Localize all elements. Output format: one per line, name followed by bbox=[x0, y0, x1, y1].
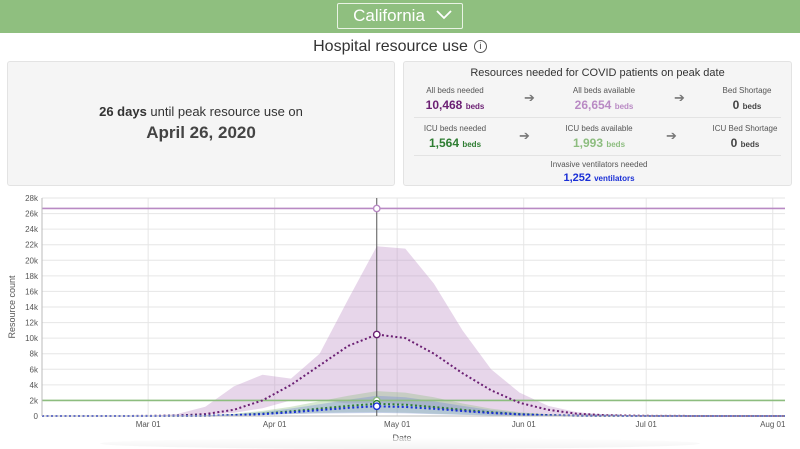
days-until-peak: 26 days bbox=[99, 104, 147, 119]
icu-bed-shortage-unit: beds bbox=[740, 140, 760, 149]
bed-shortage-value: 0 bbox=[732, 98, 740, 112]
x-tick-label: Mar 01 bbox=[136, 420, 161, 429]
days-until-peak-text: until peak resource use on bbox=[146, 104, 303, 119]
resources-card: Resources needed for COVID patients on p… bbox=[403, 61, 792, 186]
icu-bed-shortage-value: 0 bbox=[730, 136, 738, 150]
peak-summary-card: 26 days until peak resource use on April… bbox=[7, 61, 395, 186]
arrow-right-icon: ➔ bbox=[519, 128, 530, 143]
x-tick-label: Aug 01 bbox=[760, 420, 786, 429]
confidence-band bbox=[42, 246, 785, 416]
ventilators-needed-unit: ventilators bbox=[594, 174, 635, 183]
state-select-label: California bbox=[353, 6, 425, 25]
icu-beds-available-label: ICU beds available bbox=[565, 124, 633, 133]
series-line bbox=[42, 405, 785, 417]
y-tick-label: 26k bbox=[25, 210, 39, 219]
all-beds-available-unit: beds bbox=[614, 102, 634, 111]
bed-shortage: Bed Shortage 0 beds bbox=[704, 86, 790, 112]
x-tick-label: Jun 01 bbox=[512, 420, 537, 429]
divider bbox=[414, 155, 781, 156]
y-axis-label: Resource count bbox=[7, 275, 17, 339]
y-tick-label: 2k bbox=[30, 396, 39, 405]
arrow-right-icon: ➔ bbox=[666, 128, 677, 143]
ventilators-needed-value: 1,252 bbox=[563, 172, 591, 184]
page-title: Hospital resource use i bbox=[0, 38, 800, 56]
all-beds-needed-value: 10,468 bbox=[425, 98, 463, 112]
y-tick-label: 6k bbox=[30, 365, 39, 374]
y-tick-label: 20k bbox=[25, 256, 39, 265]
scroll-shadow bbox=[100, 438, 700, 449]
x-tick-label: Apr 01 bbox=[263, 420, 287, 429]
arrow-right-icon: ➔ bbox=[524, 90, 535, 105]
icu-beds-needed-value: 1,564 bbox=[428, 136, 459, 150]
all-beds-available-label: All beds available bbox=[572, 86, 636, 95]
icu-bed-shortage-label: ICU Bed Shortage bbox=[712, 124, 778, 133]
ventilators-needed: Invasive ventilators needed 1,252 ventil… bbox=[524, 160, 674, 184]
y-tick-label: 18k bbox=[25, 272, 39, 281]
y-tick-label: 4k bbox=[30, 381, 39, 390]
page-title-text: Hospital resource use bbox=[313, 38, 468, 55]
peak-marker bbox=[372, 204, 381, 213]
peak-summary-text: 26 days until peak resource use on bbox=[8, 104, 394, 119]
icu-beds-available: ICU beds available 1,993 beds bbox=[554, 124, 644, 150]
top-bar: California bbox=[0, 0, 800, 33]
series-lines bbox=[42, 333, 785, 417]
all-beds-available-value: 26,654 bbox=[574, 98, 612, 112]
x-tick-label: May 01 bbox=[384, 420, 411, 429]
y-tick-label: 10k bbox=[25, 334, 39, 343]
all-beds-needed-label: All beds needed bbox=[426, 86, 484, 95]
chart-grid bbox=[42, 197, 785, 417]
y-tick-label: 22k bbox=[25, 241, 39, 250]
state-select[interactable]: California bbox=[337, 3, 463, 29]
peak-marker bbox=[372, 330, 381, 339]
all-beds-available: All beds available 26,654 beds bbox=[559, 86, 649, 112]
divider bbox=[414, 117, 781, 118]
all-beds-needed: All beds needed 10,468 beds bbox=[410, 86, 500, 112]
y-tick-label: 16k bbox=[25, 287, 39, 296]
y-tick-label: 28k bbox=[25, 194, 39, 203]
icu-beds-available-unit: beds bbox=[606, 140, 626, 149]
peak-marker bbox=[372, 399, 381, 408]
bed-shortage-unit: beds bbox=[742, 102, 762, 111]
icu-bed-shortage: ICU Bed Shortage 0 beds bbox=[700, 124, 790, 150]
capacity-lines bbox=[42, 207, 785, 402]
confidence-band bbox=[42, 391, 785, 416]
chart-axes: 0 2k 4k 6k 8k 10k 12k 14k 16k 18k 20k 22k 24k 26k 28k M… bbox=[25, 194, 786, 429]
series-line bbox=[42, 333, 785, 417]
chevron-down-icon bbox=[436, 10, 452, 20]
all-beds-needed-unit: beds bbox=[465, 102, 485, 111]
y-tick-label: 12k bbox=[25, 319, 39, 328]
series-line bbox=[42, 402, 785, 417]
y-tick-label: 14k bbox=[25, 303, 39, 312]
peak-marker bbox=[372, 402, 381, 411]
icu-beds-needed-label: ICU beds needed bbox=[423, 124, 487, 133]
peak-marker bbox=[372, 396, 381, 405]
y-tick-label: 24k bbox=[25, 225, 39, 234]
confidence-band bbox=[42, 395, 785, 416]
info-icon[interactable]: i bbox=[473, 40, 487, 53]
x-tick-label: Jul 01 bbox=[636, 420, 658, 429]
bed-shortage-label: Bed Shortage bbox=[722, 86, 772, 95]
icu-beds-available-value: 1,993 bbox=[572, 136, 603, 150]
confidence-bands bbox=[42, 246, 785, 416]
peak-date: April 26, 2020 bbox=[146, 123, 256, 142]
arrow-right-icon: ➔ bbox=[674, 90, 685, 105]
icu-beds-needed: ICU beds needed 1,564 beds bbox=[410, 124, 500, 150]
y-tick-label: 8k bbox=[30, 350, 39, 359]
icu-beds-needed-unit: beds bbox=[462, 140, 482, 149]
y-tick-label: 0 bbox=[34, 412, 39, 421]
peak-markers bbox=[372, 198, 381, 416]
ventilators-needed-label: Invasive ventilators needed bbox=[550, 160, 648, 169]
resources-title: Resources needed for COVID patients on p… bbox=[470, 67, 725, 79]
